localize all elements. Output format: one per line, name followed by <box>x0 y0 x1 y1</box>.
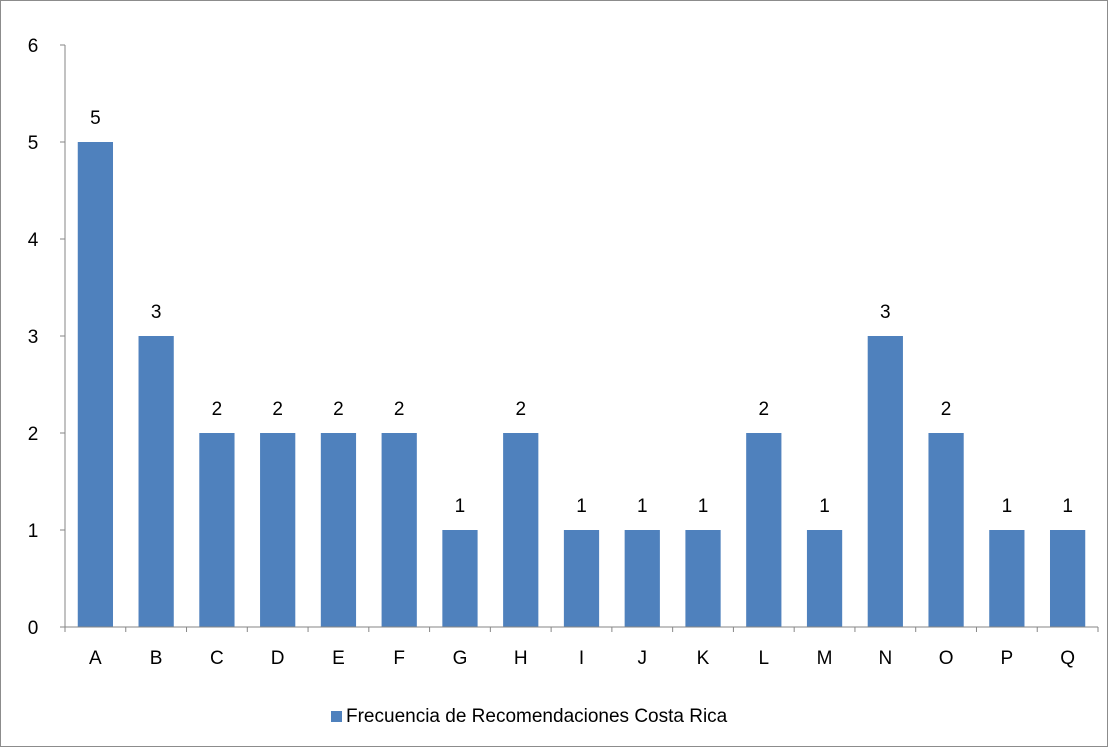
bar-L <box>746 433 782 627</box>
bar-O <box>928 433 964 627</box>
x-axis: A B C D E F G H I J K L M N O P Q <box>64 626 1099 669</box>
x-tick-label-Q: Q <box>1060 648 1075 669</box>
bar-E <box>320 433 357 627</box>
y-tick-label: 4 <box>28 230 39 251</box>
bar-J <box>624 530 660 627</box>
x-tick-label-D: D <box>271 648 285 669</box>
y-axis: 0 1 2 3 4 5 6 <box>28 36 66 639</box>
legend-label: Frecuencia de Recomendaciones Costa Rica <box>346 706 728 727</box>
data-label-C: 2 <box>212 399 223 420</box>
bar-I <box>563 530 600 627</box>
bars <box>77 142 1086 627</box>
bar-M <box>806 530 843 627</box>
x-tick-label-P: P <box>1001 648 1014 669</box>
data-label-K: 1 <box>698 496 709 517</box>
bar-C <box>199 433 235 627</box>
bar-Q <box>1049 530 1086 627</box>
bar-N <box>867 336 903 627</box>
bar-K <box>685 530 721 627</box>
legend-swatch <box>331 711 342 722</box>
data-labels: 5 3 2 2 2 2 1 2 1 1 1 2 1 3 2 1 1 <box>90 108 1073 517</box>
data-label-L: 2 <box>759 399 770 420</box>
x-tick-label-B: B <box>150 648 163 669</box>
bar-D <box>260 433 296 627</box>
x-tick-label-I: I <box>579 648 584 669</box>
y-tick-label: 6 <box>28 36 39 57</box>
data-label-J: 1 <box>637 496 648 517</box>
y-tick-label: 2 <box>28 424 39 445</box>
bar-A <box>77 142 114 627</box>
legend: Frecuencia de Recomendaciones Costa Rica <box>331 706 728 727</box>
data-label-B: 3 <box>151 302 162 323</box>
x-tick-label-H: H <box>514 648 528 669</box>
data-label-M: 1 <box>819 496 830 517</box>
data-label-F: 2 <box>394 399 405 420</box>
x-tick-label-M: M <box>817 648 833 669</box>
bar-G <box>442 530 478 627</box>
data-label-Q: 1 <box>1062 496 1073 517</box>
x-tick-label-A: A <box>89 648 102 669</box>
y-tick-label: 5 <box>28 133 39 154</box>
bar-B <box>138 336 174 627</box>
bar-H <box>503 433 539 627</box>
x-tick-label-K: K <box>697 648 710 669</box>
data-label-P: 1 <box>1002 496 1013 517</box>
data-label-I: 1 <box>576 496 587 517</box>
x-tick-label-L: L <box>759 648 770 669</box>
data-label-A: 5 <box>90 108 101 129</box>
x-tick-label-G: G <box>453 648 468 669</box>
bar-P <box>989 530 1025 627</box>
data-label-G: 1 <box>455 496 466 517</box>
data-label-H: 2 <box>515 399 526 420</box>
y-tick-label: 0 <box>28 618 39 639</box>
x-tick-label-N: N <box>878 648 892 669</box>
y-tick-label: 3 <box>28 327 39 348</box>
data-label-E: 2 <box>333 399 344 420</box>
x-tick-label-J: J <box>638 648 648 669</box>
x-tick-label-C: C <box>210 648 224 669</box>
bar-F <box>381 433 417 627</box>
y-tick-label: 1 <box>28 521 39 542</box>
x-tick-label-E: E <box>332 648 345 669</box>
x-tick-label-F: F <box>393 648 405 669</box>
data-label-O: 2 <box>941 399 952 420</box>
x-tick-label-O: O <box>939 648 954 669</box>
data-label-D: 2 <box>272 399 283 420</box>
data-label-N: 3 <box>880 302 891 323</box>
